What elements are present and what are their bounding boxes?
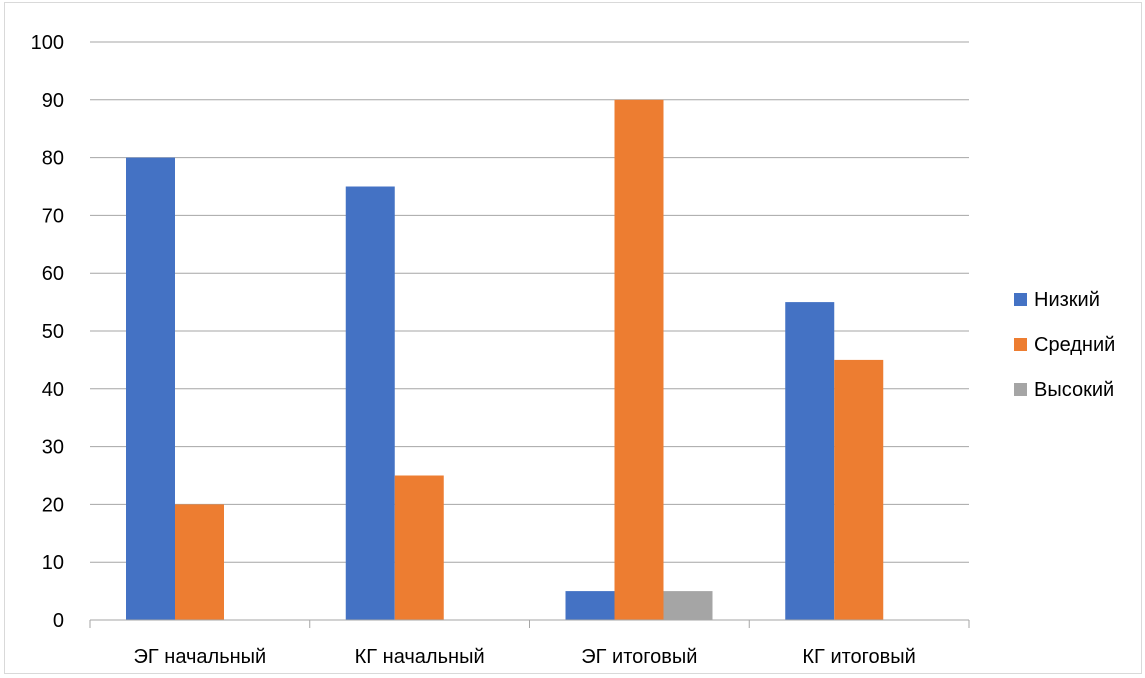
y-tick-label: 60 — [42, 263, 64, 285]
bar-Низкий-2 — [565, 591, 615, 620]
x-axis — [89, 619, 970, 628]
bar-Высокий-2 — [663, 591, 713, 620]
y-tick-label: 10 — [42, 552, 64, 574]
y-tick-label: 70 — [42, 205, 64, 227]
x-tick-label: КГ итоговый — [802, 646, 915, 668]
x-axis-tick-labels: ЭГ начальный КГ начальный ЭГ итоговый КГ ит… — [134, 646, 916, 668]
legend-label: Высокий — [1034, 379, 1114, 401]
bars — [126, 99, 884, 621]
y-tick-label: 80 — [42, 148, 64, 170]
legend-item-Высокий: Высокий — [1014, 379, 1114, 401]
legend-label: Низкий — [1034, 289, 1100, 311]
bar-Средний-3 — [834, 359, 884, 620]
bar-Низкий-1 — [345, 186, 395, 620]
x-tick-label: ЭГ итоговый — [581, 646, 697, 668]
y-tick-label: 50 — [42, 321, 64, 343]
legend-item-Низкий: Низкий — [1014, 289, 1100, 311]
bar-Низкий-3 — [785, 302, 835, 620]
legend-swatch — [1014, 383, 1027, 396]
y-tick-label: 30 — [42, 437, 64, 459]
y-tick-label: 90 — [42, 90, 64, 112]
y-tick-label: 0 — [53, 610, 64, 632]
y-axis-tick-labels: 0 10 20 30 40 50 60 70 80 90 100 — [31, 32, 64, 632]
y-tick-label: 20 — [42, 494, 64, 516]
y-tick-label: 100 — [31, 32, 64, 54]
bar-Средний-1 — [394, 475, 444, 620]
bar-Средний-2 — [614, 99, 664, 621]
bar-Низкий-0 — [126, 157, 175, 620]
legend: Низкий Средний Высокий — [1014, 289, 1115, 401]
legend-swatch — [1014, 338, 1027, 351]
y-tick-label: 40 — [42, 379, 64, 401]
x-tick-label: КГ начальный — [355, 646, 485, 668]
legend-label: Средний — [1034, 334, 1115, 356]
legend-swatch — [1014, 293, 1027, 306]
legend-item-Средний: Средний — [1014, 334, 1115, 356]
bar-Средний-0 — [175, 504, 224, 620]
x-tick-label: ЭГ начальный — [134, 646, 267, 668]
